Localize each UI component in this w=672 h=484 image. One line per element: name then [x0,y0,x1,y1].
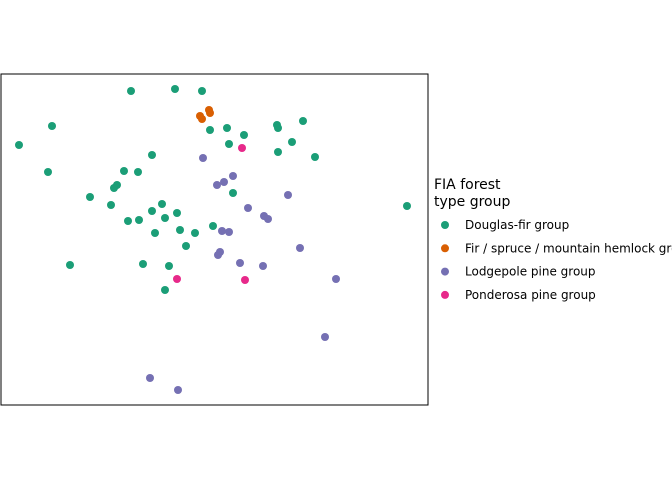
point [15,141,23,149]
legend-key [441,244,449,253]
point [229,189,237,197]
point [124,217,132,225]
point [174,386,182,394]
point [110,184,118,192]
point [173,275,181,283]
point [213,181,221,189]
point [148,151,156,159]
point [218,227,226,235]
legend-label: Ponderosa pine group [465,288,596,302]
point [274,124,282,132]
point [274,148,282,156]
point [176,226,184,234]
point [206,109,214,117]
panel-border [0,73,429,406]
point [311,153,319,161]
point [148,207,156,215]
point [296,244,304,252]
legend-title: FIA forest [434,177,501,193]
point [198,87,206,95]
point [182,242,190,250]
point [171,85,179,93]
point [44,168,52,176]
legend-key [441,290,449,299]
point [240,131,248,139]
point [66,261,74,269]
point [161,286,169,294]
point [403,202,411,210]
point [264,215,272,223]
legend-label: Lodgepole pine group [465,265,596,279]
legend-label: Fir / spruce / mountain hemlock group [465,241,672,255]
legend-title: type group [434,194,510,210]
point [284,191,292,199]
point [107,201,115,209]
point [238,144,246,152]
point [86,193,94,201]
point [225,140,233,148]
point [120,167,128,175]
point [158,200,166,208]
point [199,154,207,162]
point [173,209,181,217]
point [229,172,237,180]
legend-key [441,221,449,229]
point [209,222,217,230]
legend-label: Douglas-fir group [465,218,569,232]
point [165,262,173,270]
point [151,229,159,237]
point [139,260,147,268]
point [299,117,307,125]
point [236,259,244,267]
point [214,251,222,259]
point [191,229,199,237]
point [223,124,231,132]
point [146,374,154,382]
point [241,276,249,284]
point [206,126,214,134]
point [127,87,135,95]
point [220,178,228,186]
point [161,214,169,222]
legend-key [441,267,449,276]
point [198,115,206,123]
point [134,168,142,176]
point [332,275,340,283]
point [259,262,267,270]
point [321,333,329,341]
point [48,122,56,130]
point [288,138,296,146]
point [225,228,233,236]
point [244,204,252,212]
point [135,216,143,224]
